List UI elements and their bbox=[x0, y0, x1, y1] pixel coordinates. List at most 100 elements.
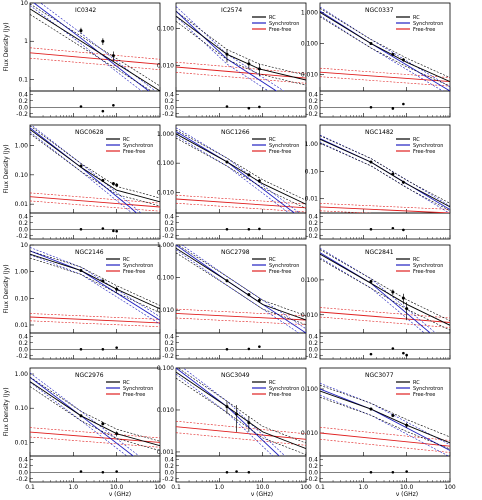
residual-point bbox=[225, 227, 229, 231]
panel-name: NGC1266 bbox=[221, 129, 250, 136]
panel-name: NGC3049 bbox=[221, 372, 250, 379]
residual-point bbox=[225, 105, 229, 108]
rc-model-line bbox=[320, 138, 450, 208]
y-tick-label: 0.010 bbox=[157, 62, 174, 69]
residual-plot-frame bbox=[29, 332, 161, 360]
residual-point bbox=[247, 347, 251, 351]
data-point bbox=[257, 67, 261, 71]
sync-upper-bound-line bbox=[320, 383, 450, 446]
residual-tick-label: 0.4 bbox=[18, 213, 28, 220]
residual-tick-label: 0.2 bbox=[164, 463, 174, 470]
panel-ngc1482: 0.01 0.10 1.00 -0.20.00.20.4 NGC1482 RCSynchr… bbox=[305, 124, 451, 240]
panel-name: NGC2146 bbox=[75, 249, 104, 256]
rc-lower-bound-line bbox=[176, 21, 306, 86]
residual-point bbox=[101, 470, 105, 474]
data-point bbox=[79, 414, 83, 418]
residual-tick-label: -0.2 bbox=[306, 353, 318, 360]
y-tick-label: 0.01 bbox=[15, 439, 29, 446]
residual-tick-label: 0.4 bbox=[164, 456, 174, 463]
model-curves bbox=[30, 372, 160, 456]
y-tick-label: 0.010 bbox=[157, 307, 174, 314]
residual-point bbox=[115, 346, 118, 349]
rc-model-line bbox=[30, 8, 160, 91]
residual-tick-label: -0.2 bbox=[16, 476, 28, 483]
ff-model-line bbox=[30, 316, 160, 324]
ff-model-line bbox=[176, 312, 306, 321]
legend-label: RC bbox=[123, 137, 130, 143]
residual-tick-label: 0.4 bbox=[18, 333, 28, 340]
ff-lower-bound-line bbox=[176, 432, 306, 446]
sync-upper-bound-line bbox=[320, 6, 450, 88]
panel-ngc1266: 0.010 0.100 1.000 -0.20.00.20.4 NGC1266 RCSyn… bbox=[157, 124, 307, 240]
data-point bbox=[405, 423, 409, 427]
data-point bbox=[225, 279, 229, 283]
ff-lower-bound-line bbox=[176, 317, 306, 325]
data-point bbox=[115, 183, 119, 187]
model-curves bbox=[320, 6, 450, 91]
residual-plot-frame bbox=[29, 90, 161, 118]
model-curves bbox=[176, 368, 306, 456]
data-point bbox=[79, 269, 83, 273]
data-point bbox=[247, 62, 251, 66]
ff-model-line bbox=[30, 196, 160, 208]
residual-tick-label: 0.2 bbox=[164, 340, 174, 347]
residual-point bbox=[402, 228, 405, 232]
ff-upper-bound-line bbox=[320, 203, 450, 210]
residual-point bbox=[402, 351, 405, 355]
main-plot-frame bbox=[319, 244, 451, 334]
model-curves bbox=[30, 247, 160, 327]
legend-label: Synchrotron bbox=[123, 143, 153, 149]
residual-tick-label: -0.2 bbox=[162, 111, 174, 118]
rc-upper-bound-line bbox=[30, 376, 160, 442]
residual-tick-label: 0.0 bbox=[308, 226, 318, 233]
sync-lower-bound-line bbox=[320, 142, 450, 213]
y-tick-label: 0.1 bbox=[18, 76, 28, 83]
main-plot-frame bbox=[29, 124, 161, 214]
legend-label: RC bbox=[123, 380, 130, 386]
y-tick-label: 0.010 bbox=[157, 407, 174, 414]
legend-label: Free-free bbox=[123, 269, 145, 275]
ff-model-line bbox=[320, 311, 450, 323]
data-point bbox=[101, 178, 105, 182]
data-point bbox=[369, 160, 373, 164]
legend-label: Synchrotron bbox=[269, 386, 299, 392]
legend-label: RC bbox=[269, 380, 276, 386]
residual-point bbox=[391, 226, 395, 230]
y-tick-label: 1.00 bbox=[15, 143, 29, 150]
y-tick-label: 0.100 bbox=[301, 386, 318, 393]
main-plot-frame bbox=[175, 2, 307, 92]
legend-label: Free-free bbox=[123, 392, 145, 398]
residual-tick-label: 0.4 bbox=[18, 456, 28, 463]
rc-model-line bbox=[30, 381, 160, 447]
data-point bbox=[405, 307, 409, 311]
data-point bbox=[391, 290, 395, 294]
y-tick-label: 1.000 bbox=[157, 242, 174, 249]
residual-tick-label: 0.4 bbox=[18, 91, 28, 98]
residual-tick-label: 0.0 bbox=[308, 346, 318, 353]
residual-tick-label: 0.0 bbox=[18, 226, 28, 233]
data-point bbox=[369, 407, 373, 411]
residual-tick-label: -0.2 bbox=[162, 476, 174, 483]
x-tick-label: 0.1 bbox=[25, 484, 35, 491]
y-tick-label: 0.01 bbox=[305, 196, 319, 203]
x-tick-label: 10.0 bbox=[256, 484, 270, 491]
y-tick-label: 0.100 bbox=[301, 277, 318, 284]
residual-point bbox=[235, 470, 238, 473]
residual-point bbox=[225, 470, 229, 474]
panel-ngc2976: 0.01 0.10 1.00 -0.20.00.20.4 NGC2976 RCSynchr… bbox=[3, 367, 166, 491]
x-tick-label: 1.0 bbox=[359, 484, 369, 491]
panel-name: NGC2798 bbox=[221, 249, 250, 256]
y-tick-label: 0.010 bbox=[301, 72, 318, 79]
x-axis-title: ν (GHz) bbox=[109, 491, 131, 498]
data-point bbox=[391, 172, 395, 176]
y-tick-label: 0.100 bbox=[157, 365, 174, 372]
legend-label: Free-free bbox=[269, 392, 291, 398]
residual-tick-label: 0.0 bbox=[164, 469, 174, 476]
residual-point bbox=[112, 229, 115, 233]
rc-upper-bound-line bbox=[320, 8, 450, 78]
residual-point bbox=[391, 347, 395, 350]
data-point bbox=[247, 173, 251, 177]
residual-point bbox=[247, 470, 251, 474]
panel-ngc0337: 0.010 0.100 1.000 -0.20.00.20.4 NGC0337 RCSyn… bbox=[301, 2, 451, 118]
